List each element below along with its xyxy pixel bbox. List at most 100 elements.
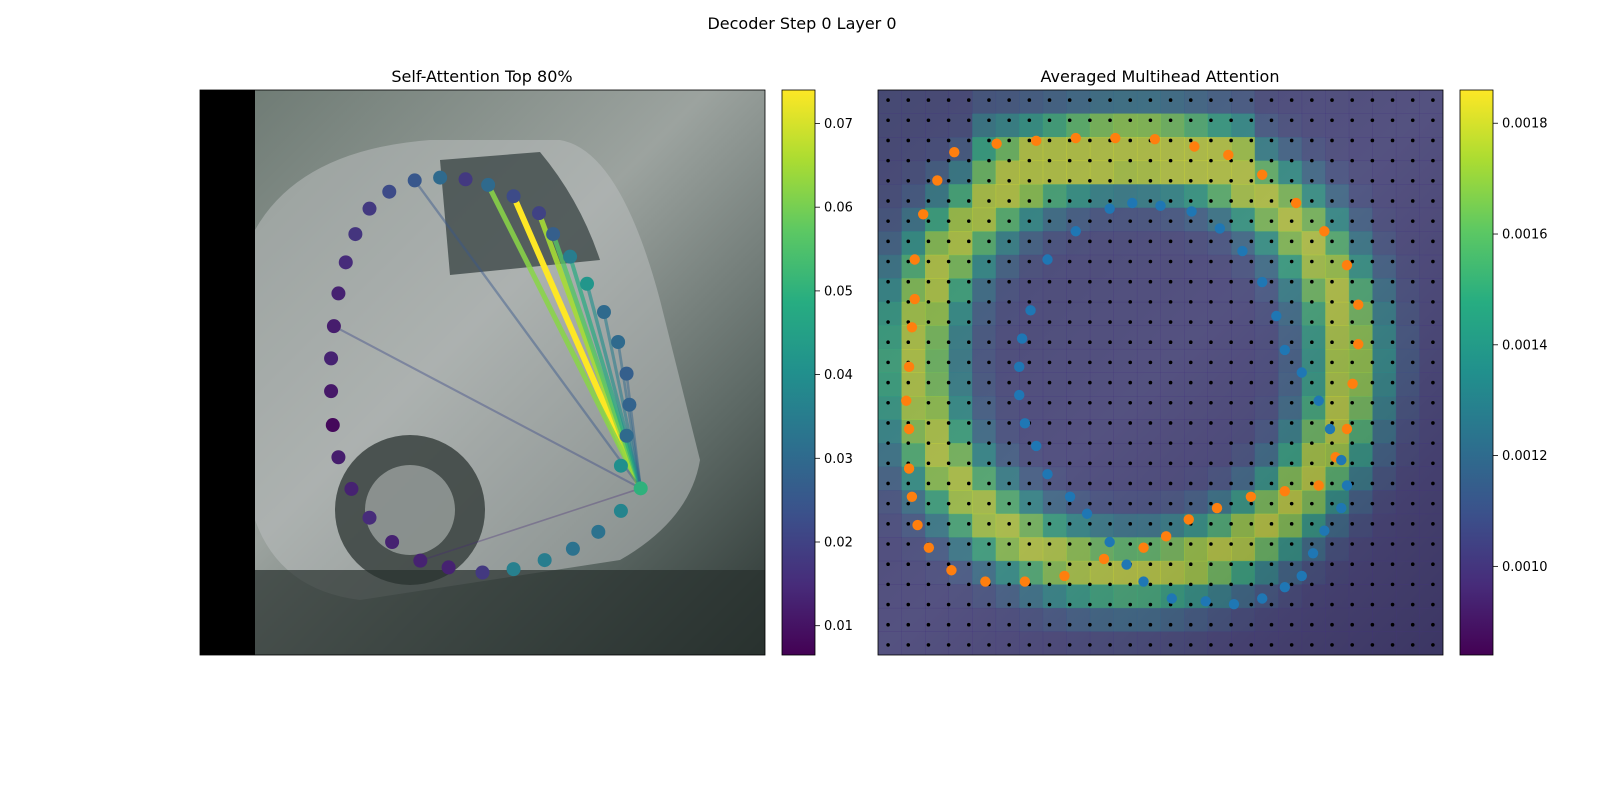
grid-dot — [1128, 421, 1133, 425]
multihead-attention-colorbar-tick-label-1: 0.0012 — [1502, 449, 1548, 464]
grid-dot — [1188, 421, 1193, 425]
heatmap-cell — [1372, 537, 1397, 562]
inner-keypoint-20 — [1279, 582, 1291, 593]
grid-dot — [1027, 219, 1032, 223]
grid-dot — [1027, 199, 1032, 203]
grid-dot — [1148, 158, 1153, 163]
grid-dot — [1289, 400, 1294, 405]
heatmap-cell — [972, 419, 997, 444]
grid-dot — [1209, 542, 1213, 546]
grid-dot — [946, 179, 951, 183]
inner-keypoint-33 — [1014, 389, 1025, 401]
heatmap-cell — [1419, 396, 1443, 420]
grid-dot — [1067, 501, 1072, 506]
grid-dot — [1350, 400, 1354, 405]
grid-dot — [1310, 98, 1314, 102]
grid-dot — [1027, 138, 1032, 143]
grid-dot — [1209, 98, 1213, 102]
heatmap-cell — [1089, 372, 1114, 397]
grid-dot — [1067, 360, 1072, 365]
inner-keypoint-21 — [1257, 593, 1268, 604]
heatmap-cell — [1042, 443, 1067, 468]
heatmap-cell — [1348, 443, 1373, 468]
outer-keypoint-36 — [906, 322, 918, 333]
grid-dot — [1370, 118, 1375, 123]
grid-dot — [987, 400, 991, 405]
grid-dot — [967, 118, 971, 123]
grid-dot — [1047, 582, 1052, 587]
grid-dot — [1370, 199, 1375, 203]
grid-dot — [1088, 380, 1092, 385]
heatmap-cell — [1066, 278, 1091, 303]
self-attention-frame — [199, 89, 766, 656]
heatmap-cell — [1042, 90, 1067, 114]
heatmap-cell — [925, 607, 950, 632]
heatmap-cell — [1348, 278, 1373, 303]
grid-dot — [1027, 179, 1032, 183]
grid-dot — [987, 622, 991, 627]
grid-dot — [1410, 602, 1415, 607]
heatmap-cell — [1395, 372, 1420, 397]
grid-dot — [1088, 118, 1092, 123]
grid-dot — [1410, 582, 1415, 587]
grid-dot — [1370, 441, 1375, 445]
grid-dot — [1168, 360, 1173, 365]
grid-dot — [967, 300, 971, 304]
heatmap-cell — [1207, 396, 1232, 420]
grid-dot — [1088, 300, 1092, 304]
heatmap-cell — [1184, 301, 1208, 326]
inner-keypoint-5 — [1186, 206, 1197, 217]
grid-dot — [1108, 179, 1112, 183]
grid-dot — [1108, 421, 1112, 425]
heatmap-cell — [878, 419, 902, 444]
grid-dot — [1148, 380, 1153, 385]
grid-dot — [1067, 279, 1072, 284]
grid-dot — [1229, 501, 1233, 506]
attention-point-1 — [506, 189, 521, 204]
grid-dot — [926, 118, 931, 123]
grid-dot — [1108, 98, 1112, 102]
grid-dot — [886, 259, 890, 264]
self-attention-colorbar-tick-label-2: 0.03 — [824, 452, 853, 467]
heatmap-cell — [1207, 513, 1232, 538]
grid-dot — [1289, 179, 1294, 183]
grid-dot — [1269, 179, 1274, 183]
heatmap-cell — [1184, 419, 1208, 444]
grid-dot — [1310, 602, 1314, 607]
grid-dot — [1350, 199, 1354, 203]
attention-point-27 — [324, 351, 339, 366]
grid-dot — [1188, 118, 1193, 123]
grid-dot — [1269, 300, 1274, 304]
grid-dot — [1310, 481, 1314, 486]
grid-dot — [1168, 219, 1173, 223]
grid-dot — [1310, 118, 1314, 123]
grid-dot — [1088, 562, 1092, 566]
grid-dot — [1128, 522, 1133, 526]
grid-dot — [1370, 562, 1375, 566]
grid-dot — [1209, 360, 1213, 365]
heatmap-cell — [1089, 513, 1114, 538]
grid-dot — [946, 461, 951, 466]
grid-dot — [1209, 279, 1213, 284]
heatmap-cell — [1278, 631, 1303, 655]
heatmap-cell — [878, 160, 902, 185]
inner-keypoint-6 — [1214, 223, 1226, 234]
grid-dot — [1168, 522, 1173, 526]
grid-dot — [1431, 582, 1435, 587]
heatmap-cell — [901, 231, 926, 256]
attention-point-14 — [591, 524, 606, 539]
heatmap-cell — [1231, 207, 1256, 232]
heatmap-cell — [1019, 396, 1044, 420]
heatmap-cell — [1160, 443, 1185, 468]
grid-dot — [967, 158, 971, 163]
outer-keypoint-37 — [909, 293, 920, 305]
grid-dot — [1289, 279, 1294, 284]
heatmap-cell — [925, 184, 950, 209]
grid-dot — [1410, 481, 1415, 486]
heatmap-cell — [1042, 113, 1067, 138]
grid-dot — [1249, 481, 1254, 486]
heatmap-cell — [1066, 231, 1091, 256]
grid-dot — [886, 441, 890, 445]
outer-keypoint-4 — [1110, 132, 1121, 144]
heatmap-cell — [1089, 631, 1114, 655]
